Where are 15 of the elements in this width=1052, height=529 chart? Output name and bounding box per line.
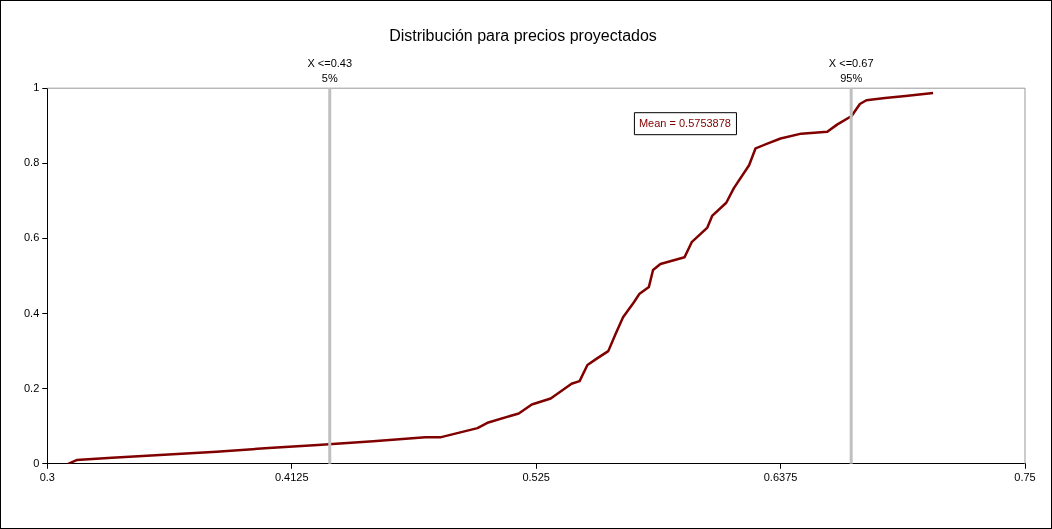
x-tick-label: 0.6375 (763, 471, 798, 484)
ref-line-label: X <=0.67 95% (828, 57, 874, 85)
x-tick-label: 0.75 (1014, 471, 1036, 484)
x-tick-label: 0.4125 (274, 471, 309, 484)
y-tick-label: 0.4 (23, 306, 40, 319)
x-tick-label: 0.3 (39, 471, 55, 484)
y-tick-label: 1 (33, 81, 40, 94)
y-tick-label: 0.2 (23, 381, 40, 394)
y-tick-label: 0 (33, 456, 40, 469)
chart-title: Distribución para precios proyectados (389, 27, 657, 45)
x-tick-label: 0.525 (522, 471, 550, 484)
y-tick-label: 0.6 (23, 231, 40, 244)
annotation: Mean = 0.5753878 (638, 117, 731, 130)
ref-line-label: X <=0.43 5% (307, 57, 353, 85)
y-tick-label: 0.8 (23, 156, 40, 169)
